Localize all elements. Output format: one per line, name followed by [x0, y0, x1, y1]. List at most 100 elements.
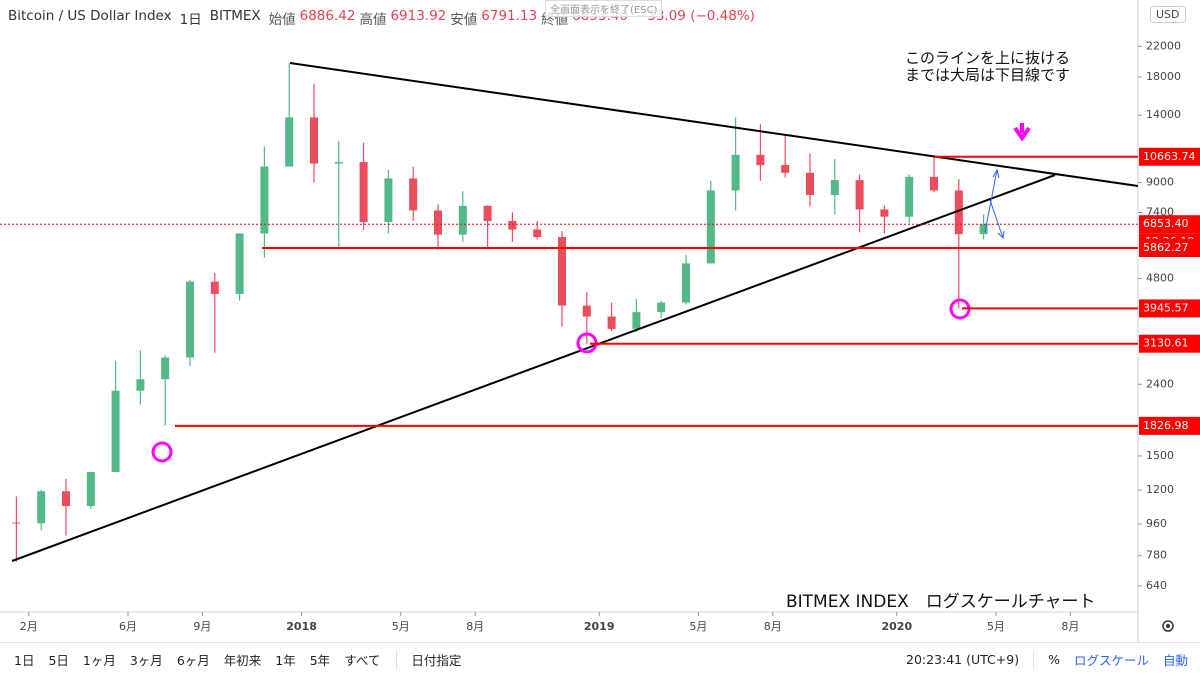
range-button[interactable]: すべて [344, 653, 381, 668]
candle-body [533, 229, 542, 238]
chart-note: BITMEX INDEX ログスケールチャート [786, 592, 1096, 612]
date-button[interactable]: 日付指定 [411, 653, 462, 668]
candle-body [954, 190, 963, 235]
candle-body [930, 176, 938, 191]
ohlc-label: 高値 [359, 12, 387, 28]
range-button[interactable]: 6ヶ月 [176, 653, 210, 668]
candle-body [508, 220, 517, 230]
range-button[interactable]: 1ヶ月 [82, 653, 116, 668]
candle-body [186, 281, 194, 358]
candle-body [706, 190, 715, 264]
candle-body [657, 302, 666, 313]
x-tick-label: 2019 [584, 620, 615, 633]
candle-body [880, 209, 889, 217]
price-label-box [1139, 215, 1200, 234]
range-button[interactable]: 年初来 [223, 653, 262, 668]
y-tick-label: 4800 [1146, 272, 1174, 285]
candle-body [210, 281, 219, 294]
candle-body [607, 316, 616, 329]
clock: 20:23:41 (UTC+9) [906, 652, 1020, 667]
candle-body [731, 154, 740, 191]
range-button[interactable]: 3ヶ月 [129, 653, 163, 668]
x-tick-label: 5月 [689, 620, 707, 633]
log-button[interactable]: ログスケール [1073, 653, 1149, 668]
candle-body [409, 178, 418, 211]
candle-body [483, 205, 492, 221]
price-label: 6853.40 [1143, 217, 1189, 230]
range-buttons: 1日 5日 1ヶ月 3ヶ月 6ヶ月 年初来 1年 5年 すべて [0, 650, 380, 669]
x-tick-label: 8月 [1061, 620, 1079, 633]
x-tick-label: 8月 [764, 620, 782, 633]
price-label: 3130.61 [1143, 337, 1189, 350]
range-button[interactable]: 5年 [309, 653, 331, 668]
y-tick-label: 9000 [1146, 176, 1174, 189]
price-label-box [1139, 416, 1200, 435]
exchange: BITMEX [209, 8, 261, 24]
resistance-trendline [289, 62, 1139, 187]
candle-body [310, 117, 318, 164]
candle-body [905, 176, 914, 217]
candle-body [37, 491, 46, 524]
price-label: 10663.74 [1143, 150, 1196, 163]
y-tick-label: 960 [1146, 517, 1167, 530]
candle-body [86, 472, 95, 507]
ohlc-label: 安値 [450, 12, 478, 28]
candles [12, 63, 988, 562]
candle-body [458, 205, 467, 235]
candle-body [111, 390, 120, 473]
price-label-box [1139, 239, 1200, 258]
candle-body [161, 357, 170, 380]
ohlc-value: 6791.13 [481, 8, 538, 24]
percent-button[interactable]: % [1048, 652, 1060, 667]
price-label: 5862.27 [1143, 241, 1189, 254]
x-tick-label: 8月 [466, 620, 484, 633]
drawings [0, 62, 1139, 562]
candle-body [682, 263, 690, 303]
price-label-box [1139, 334, 1200, 353]
symbol-title: Bitcoin / US Dollar Index [8, 8, 172, 24]
toolbar-right: 20:23:41 (UTC+9) % ログスケール 自動 [906, 643, 1188, 675]
candle-body [756, 154, 765, 166]
ohlc-value: 6886.42 [299, 8, 356, 24]
bottom-toolbar: 1日 5日 1ヶ月 3ヶ月 6ヶ月 年初来 1年 5年 すべて 日付指定 20:23:41 (U… [0, 642, 1200, 675]
candle-body [855, 180, 864, 210]
candle-body [260, 166, 269, 234]
y-tick-label: 1200 [1146, 483, 1174, 496]
candle-body [830, 180, 839, 195]
price-label-box [1139, 147, 1200, 166]
projection-arrows [984, 168, 1005, 240]
price-label-box [1139, 299, 1200, 318]
x-tick-label: 5月 [392, 620, 410, 633]
price-label: 3945.57 [1143, 301, 1189, 314]
range-button[interactable]: 1年 [275, 653, 296, 668]
price-label: 1826.98 [1143, 419, 1189, 432]
x-tick-label: 2020 [881, 620, 912, 633]
candle-body [582, 305, 591, 317]
down-arrow [1013, 123, 1031, 142]
x-tick-label: 6月 [119, 620, 137, 633]
y-tick-label: 18000 [1146, 70, 1181, 83]
range-button[interactable]: 5日 [48, 653, 69, 668]
currency-button[interactable]: USD [1150, 6, 1186, 23]
y-tick-label: 1500 [1146, 449, 1174, 462]
candle-body [359, 162, 368, 223]
change: −33.09 (−0.48%) [635, 8, 755, 24]
interval: 1日 [179, 12, 202, 28]
candle-body [781, 165, 790, 173]
chart: 6407809601200150024004800740090001400018… [0, 0, 1200, 642]
candle-body [806, 172, 814, 195]
candle-body [979, 224, 988, 235]
auto-button[interactable]: 自動 [1162, 653, 1188, 668]
ohlc-label: 始値 [268, 12, 296, 28]
annotation-line: このラインを上に抜ける [905, 49, 1071, 67]
candle-body [62, 491, 70, 507]
y-tick-label: 780 [1146, 549, 1167, 562]
x-tick-label: 9月 [193, 620, 211, 633]
annotation: このラインを上に抜ける までは大局は下目線です [905, 50, 1070, 84]
range-button[interactable]: 1日 [14, 653, 35, 668]
y-tick-label: 2400 [1146, 377, 1174, 390]
candle-body [235, 233, 244, 294]
candle-body [384, 178, 393, 223]
settings-icon[interactable] [1162, 620, 1174, 632]
